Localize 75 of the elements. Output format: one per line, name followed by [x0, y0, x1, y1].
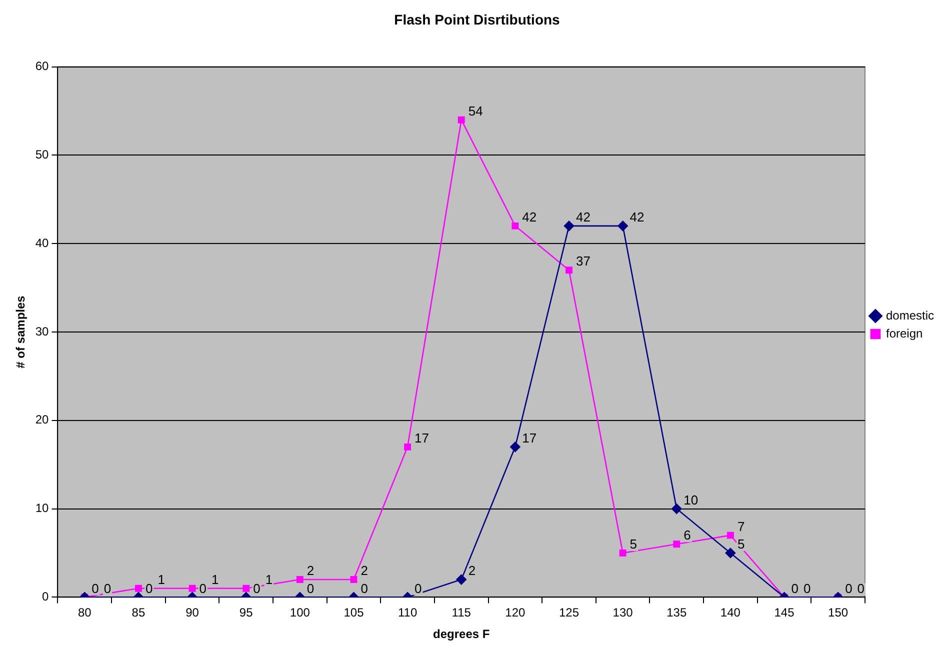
data-label: 0: [803, 580, 811, 596]
point: [296, 576, 304, 583]
point: [566, 266, 572, 274]
legend-label: domestic: [886, 308, 934, 322]
x-tick-label: 125: [558, 606, 580, 620]
point: [671, 504, 682, 514]
y-tick-label: 0: [42, 590, 50, 604]
data-label: 0: [145, 580, 153, 596]
data-label: 0: [857, 580, 865, 596]
point: [725, 548, 736, 558]
y-tick-label: 10: [35, 501, 50, 516]
data-label: 0: [845, 580, 852, 596]
point: [726, 532, 734, 539]
x-tick-label: 85: [132, 606, 146, 620]
data-label: 42: [576, 210, 590, 224]
point: [188, 584, 196, 592]
y-axis-title: # of samples: [14, 295, 28, 368]
x-tick-label: 115: [452, 606, 472, 620]
x-tick-label: 145: [774, 606, 795, 620]
point: [510, 442, 520, 452]
x-tick-label: 95: [239, 606, 254, 620]
data-label: 1: [265, 572, 273, 587]
legend-label: foreign: [886, 326, 923, 340]
data-label: 42: [630, 210, 644, 224]
point: [458, 116, 465, 124]
data-label: 1: [212, 572, 219, 587]
x-tick-label: 150: [828, 606, 848, 620]
x-tick-label: 130: [612, 606, 634, 620]
data-label: 0: [306, 580, 314, 596]
x-tick-label: 80: [78, 606, 92, 620]
data-label: 10: [684, 492, 698, 508]
point: [350, 576, 358, 583]
point: [404, 443, 412, 450]
data-label: 2: [468, 563, 476, 578]
x-axis-title: degrees F: [433, 627, 490, 642]
data-label: 54: [468, 103, 483, 118]
data-label: 0: [104, 580, 112, 596]
data-label: 1: [158, 572, 165, 587]
point: [673, 540, 680, 548]
data-label: 0: [92, 580, 99, 596]
x-tick-label: 140: [720, 606, 741, 620]
data-label: 6: [684, 528, 691, 543]
chart-title: Flash Point Disrtibutions: [394, 11, 560, 28]
point: [618, 220, 628, 232]
point: [134, 584, 142, 592]
data-label: 5: [630, 536, 638, 552]
data-label: 5: [737, 536, 745, 552]
data-label: 0: [199, 580, 207, 596]
y-tick-label: 50: [35, 148, 50, 162]
y-tick-label: 20: [35, 412, 50, 427]
data-label: 0: [414, 580, 422, 596]
point: [242, 584, 250, 592]
data-label: 37: [576, 254, 590, 269]
data-label: 2: [306, 563, 314, 578]
data-label: 7: [737, 518, 745, 534]
x-tick-label: 100: [290, 606, 310, 620]
data-label: 0: [360, 580, 368, 596]
y-tick-label: 60: [35, 59, 50, 74]
x-tick-label: 105: [344, 606, 364, 620]
point: [456, 574, 467, 585]
point: [512, 222, 519, 230]
y-tick-label: 40: [35, 236, 50, 250]
x-tick-label: 110: [398, 606, 418, 620]
data-label: 17: [414, 430, 430, 446]
y-tick-label: 30: [35, 324, 50, 338]
data-label: 17: [522, 430, 537, 446]
x-tick-label: 135: [666, 606, 687, 620]
x-tick-label: 120: [505, 606, 526, 620]
point: [619, 550, 626, 556]
data-label: 2: [360, 563, 368, 578]
point: [564, 220, 574, 232]
x-tick-label: 90: [186, 606, 200, 620]
data-label: 0: [253, 580, 260, 596]
data-label: 42: [522, 210, 537, 224]
data-label: 0: [791, 580, 798, 596]
